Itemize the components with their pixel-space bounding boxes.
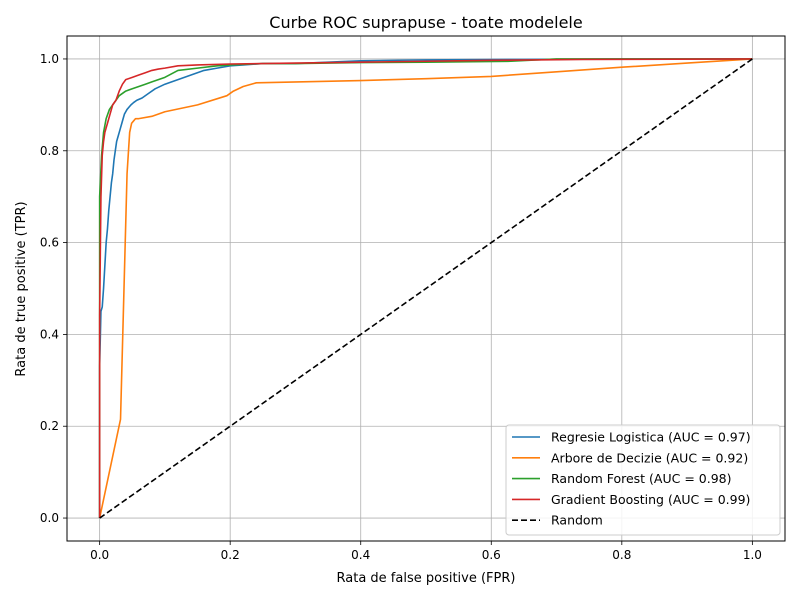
- x-tick-label: 1.0: [743, 548, 762, 562]
- y-axis-label: Rata de true positive (TPR): [14, 201, 29, 376]
- x-tick-label: 0.4: [351, 548, 370, 562]
- x-tick-label: 0.0: [90, 548, 109, 562]
- series-line-arbore-de-decizie: [98, 58, 753, 519]
- x-tick-label: 0.6: [482, 548, 501, 562]
- y-tick-label: 0.4: [40, 327, 59, 341]
- y-tick-label: 1.0: [40, 52, 59, 66]
- axis-ticks: 0.0 0.2 0.4 0.6 0.8 1.0 0.0 0.2 0.4 0.6 0.8 1.0: [40, 52, 762, 562]
- y-tick-label: 0.2: [40, 419, 59, 433]
- x-tick-label: 0.2: [221, 548, 240, 562]
- legend-label: Regresie Logistica (AUC = 0.97): [551, 430, 751, 445]
- legend-label: Random Forest (AUC = 0.98): [551, 471, 732, 486]
- legend-label: Arbore de Decizie (AUC = 0.92): [551, 450, 748, 465]
- legend-label: Random: [551, 513, 603, 528]
- grid-lines: [67, 36, 785, 541]
- plot-area-frame: [66, 35, 786, 542]
- x-axis-label: Rata de false positive (FPR): [337, 571, 516, 586]
- series-line-gradient-boosting: [98, 58, 753, 519]
- series-lines: [98, 58, 753, 519]
- y-tick-label: 0.0: [40, 511, 59, 525]
- series-line-random: [99, 58, 753, 519]
- y-tick-label: 0.8: [40, 144, 59, 158]
- legend: Regresie Logistica (AUC = 0.97) Arbore de…: [505, 424, 781, 536]
- y-tick-label: 0.6: [40, 236, 59, 250]
- legend-box: [505, 424, 781, 536]
- chart-title: Curbe ROC suprapuse - toate modelele: [269, 13, 582, 32]
- x-tick-label: 0.8: [612, 548, 631, 562]
- legend-label: Gradient Boosting (AUC = 0.99): [551, 492, 750, 507]
